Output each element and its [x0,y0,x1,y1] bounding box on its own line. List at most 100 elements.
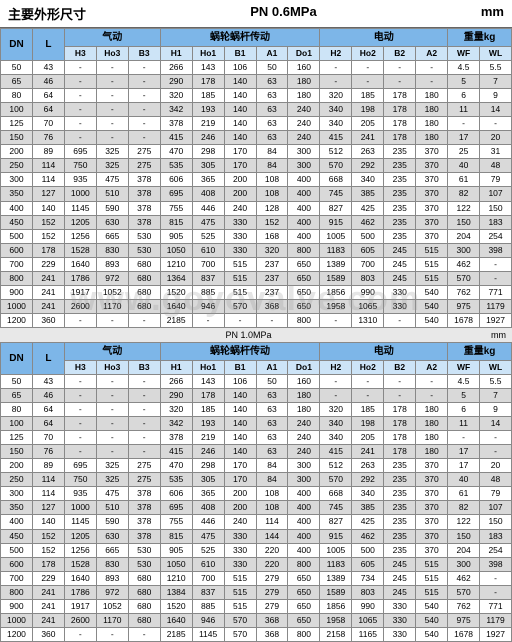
col-header: WF [448,360,480,374]
cell: 1179 [480,613,512,627]
cell: 570 [448,271,480,285]
col-header: A1 [256,47,288,61]
cell: 885 [192,599,224,613]
cell: 400 [288,501,320,515]
cell: 127 [32,501,64,515]
cell: 263 [352,459,384,473]
cell: 254 [480,229,512,243]
cell: 650 [288,613,320,627]
cell: 320 [160,403,192,417]
cell: 700 [192,257,224,271]
cell: 144 [256,529,288,543]
cell: - [64,431,96,445]
cell: - [128,103,160,117]
cell: 378 [128,201,160,215]
col-header: B1 [224,360,256,374]
cell: 292 [352,473,384,487]
cell: 342 [160,417,192,431]
table-row: 8002411786972680138483751527965015898032… [1,585,512,599]
cell: 178 [192,75,224,89]
table-row: 10064---342193140632403401981781801114 [1,417,512,431]
table-row: 2008969532527547029817084300512263235370… [1,145,512,159]
cell: 408 [192,187,224,201]
cell: 425 [352,515,384,529]
cell: 1958 [320,613,352,627]
cell: 462 [352,529,384,543]
cell: 5 [448,389,480,403]
cell: 515 [224,285,256,299]
cell: 330 [384,627,416,641]
cell: 830 [96,557,128,571]
cell: 1210 [160,571,192,585]
cell: - [480,585,512,599]
cell: 680 [128,585,160,599]
cell: 650 [288,257,320,271]
cell: - [96,417,128,431]
cell: - [96,117,128,131]
cell: 630 [96,215,128,229]
cell: 140 [32,201,64,215]
cell: 46 [32,389,64,403]
cell: 330 [384,285,416,299]
cell: 64 [32,89,64,103]
cell: 292 [352,159,384,173]
cell: 63 [256,403,288,417]
cell: 745 [320,501,352,515]
cell: 185 [352,403,384,417]
cell: 837 [192,585,224,599]
group-header: 电动 [320,29,448,47]
cell: 235 [384,501,416,515]
cell: 290 [160,389,192,403]
cell: - [128,627,160,641]
cell: 180 [416,403,448,417]
cell: - [64,389,96,403]
cell: 650 [288,299,320,313]
cell: 475 [192,215,224,229]
cell: 1179 [480,299,512,313]
cell: 1958 [320,299,352,313]
cell: 946 [192,613,224,627]
cell: 150 [480,515,512,529]
cell: 570 [224,627,256,641]
table-row: 4001401145590378755446240128400827425235… [1,201,512,215]
table-row: 3001149354753786063652001084006683402353… [1,173,512,187]
cell: 185 [192,403,224,417]
table-row: 2008969532527547029817084300512263235370… [1,459,512,473]
cell: - [320,389,352,403]
table-row: 12570---37821914063240340205178180-- [1,117,512,131]
cell: 1389 [320,257,352,271]
cell: 800 [1,271,33,285]
cell: 370 [416,159,448,173]
cell: 237 [256,285,288,299]
group-header: 气动 [64,29,160,47]
cell: 734 [352,571,384,585]
cell: 470 [160,459,192,473]
cell: 1145 [64,515,96,529]
table-row: 4501521205630378815475330152400915462235… [1,215,512,229]
cell: 275 [128,159,160,173]
cell: 800 [288,557,320,571]
cell: 378 [128,515,160,529]
cell: 650 [288,271,320,285]
cell: 630 [96,529,128,543]
cell: 89 [32,145,64,159]
cell: - [128,417,160,431]
cell: - [96,403,128,417]
cell: 140 [224,417,256,431]
cell: 140 [224,431,256,445]
cell: 378 [128,501,160,515]
cell: 935 [64,487,96,501]
cell: 65 [1,75,33,89]
cell: 170 [224,145,256,159]
cell: 700 [192,571,224,585]
cell: 237 [256,257,288,271]
cell: - [96,131,128,145]
cell: 695 [160,501,192,515]
cell: 398 [480,243,512,257]
table-row: 8064---3201851406318032018517818069 [1,403,512,417]
cell: 370 [416,501,448,515]
cell: 815 [160,215,192,229]
cell: 122 [448,515,480,529]
header: 主要外形尺寸 PN 0.6MPa mm [0,0,512,28]
cell: 300 [288,145,320,159]
